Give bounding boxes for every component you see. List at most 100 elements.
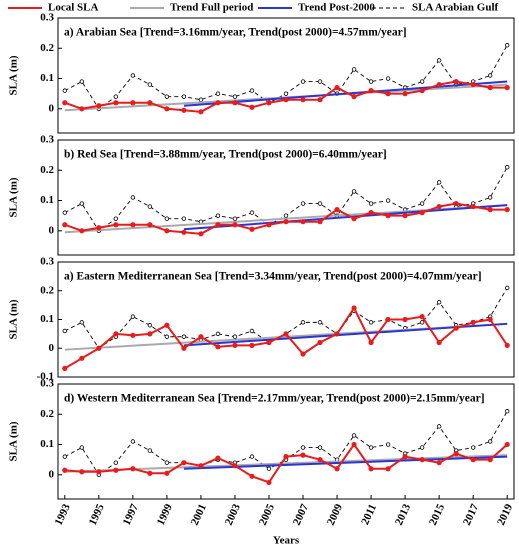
legend-label: Local SLA [48, 2, 98, 14]
data-point [113, 467, 119, 473]
data-point [300, 445, 306, 450]
data-point [504, 85, 510, 91]
y-tick-label: 0.2 [40, 408, 54, 420]
data-point [130, 195, 136, 200]
x-tick-label: 2017 [461, 502, 481, 527]
data-point [147, 82, 153, 87]
data-point [419, 320, 425, 325]
data-point [215, 91, 221, 96]
x-tick-label: 2013 [393, 502, 413, 527]
data-point [283, 213, 289, 218]
y-tick-label: 0.2 [40, 164, 54, 176]
data-point [334, 466, 340, 472]
data-point [79, 320, 85, 325]
legend-label: Trend Full period [170, 2, 253, 14]
data-point [317, 457, 323, 463]
x-tick-label: 1995 [87, 502, 107, 527]
data-point [487, 195, 493, 200]
x-tick-label: 2003 [223, 502, 243, 527]
data-point [470, 319, 476, 325]
data-point [453, 78, 459, 85]
data-point [266, 339, 272, 346]
data-point [164, 216, 170, 221]
plot-frame [57, 139, 515, 256]
data-point [164, 322, 170, 328]
data-point [96, 469, 102, 475]
data-point [470, 445, 476, 450]
data-point [79, 106, 85, 112]
data-point [130, 332, 136, 338]
data-point [130, 222, 136, 228]
data-point [283, 97, 289, 103]
data-point [368, 79, 374, 84]
y-tick-label: 0 [49, 224, 55, 236]
data-point [96, 103, 102, 109]
data-point [283, 454, 289, 460]
data-point [385, 76, 391, 81]
data-point [487, 207, 493, 213]
data-point [385, 213, 391, 219]
data-point [249, 88, 255, 93]
data-point [419, 88, 425, 94]
x-tick-label: 1997 [121, 502, 141, 527]
x-tick-label: 2009 [325, 502, 345, 527]
x-tick-label: 1993 [53, 502, 73, 527]
data-point [164, 460, 170, 465]
data-point [351, 441, 357, 448]
data-point [351, 67, 357, 72]
panel-title: a) Eastern Mediterranean Sea [Trend=3.34… [64, 271, 482, 283]
data-point [317, 201, 323, 206]
data-point [249, 210, 255, 215]
data-point [419, 79, 425, 84]
data-point [266, 100, 272, 106]
data-point [504, 441, 510, 448]
data-point [198, 109, 204, 115]
data-point [249, 104, 255, 110]
data-point [147, 470, 153, 476]
data-point [351, 94, 357, 100]
data-point [283, 91, 289, 96]
x-tick-label: 2001 [189, 502, 209, 527]
data-point [96, 345, 102, 351]
data-point [113, 94, 119, 99]
data-point [300, 97, 306, 103]
data-point [215, 455, 221, 461]
data-point [504, 285, 510, 291]
data-point [113, 100, 119, 106]
data-point [215, 213, 221, 218]
x-tick-label: 2019 [495, 502, 515, 527]
data-point [79, 228, 85, 234]
data-point [334, 85, 340, 91]
data-point [283, 331, 289, 337]
data-point [113, 222, 119, 228]
data-point [147, 222, 153, 228]
data-point [62, 100, 68, 106]
data-point [300, 79, 306, 84]
series-line [183, 80, 508, 107]
data-point [436, 460, 442, 466]
y-tick-label: 0.1 [40, 313, 54, 325]
data-point [334, 207, 340, 213]
data-point [130, 466, 136, 472]
y-tick-label: -0.1 [37, 371, 54, 383]
data-point [79, 469, 85, 475]
y-tick-label: 0 [49, 468, 55, 480]
data-point [300, 201, 306, 206]
data-point [232, 342, 238, 348]
data-point [436, 424, 442, 429]
legend-label: Trend Post-2000 [298, 2, 375, 14]
data-point [436, 180, 442, 185]
data-point [249, 226, 255, 232]
data-point [62, 328, 68, 334]
data-point [368, 201, 374, 206]
data-point [130, 100, 136, 106]
data-point [402, 91, 408, 97]
data-point [368, 339, 374, 346]
y-tick-label: 0.3 [40, 134, 54, 146]
data-point [215, 331, 221, 337]
data-point [215, 222, 221, 228]
y-tick-label: 0 [49, 102, 55, 114]
data-point [436, 203, 442, 210]
y-axis-label: SLA (m) [8, 177, 20, 217]
y-tick-label: 0.2 [40, 284, 54, 296]
